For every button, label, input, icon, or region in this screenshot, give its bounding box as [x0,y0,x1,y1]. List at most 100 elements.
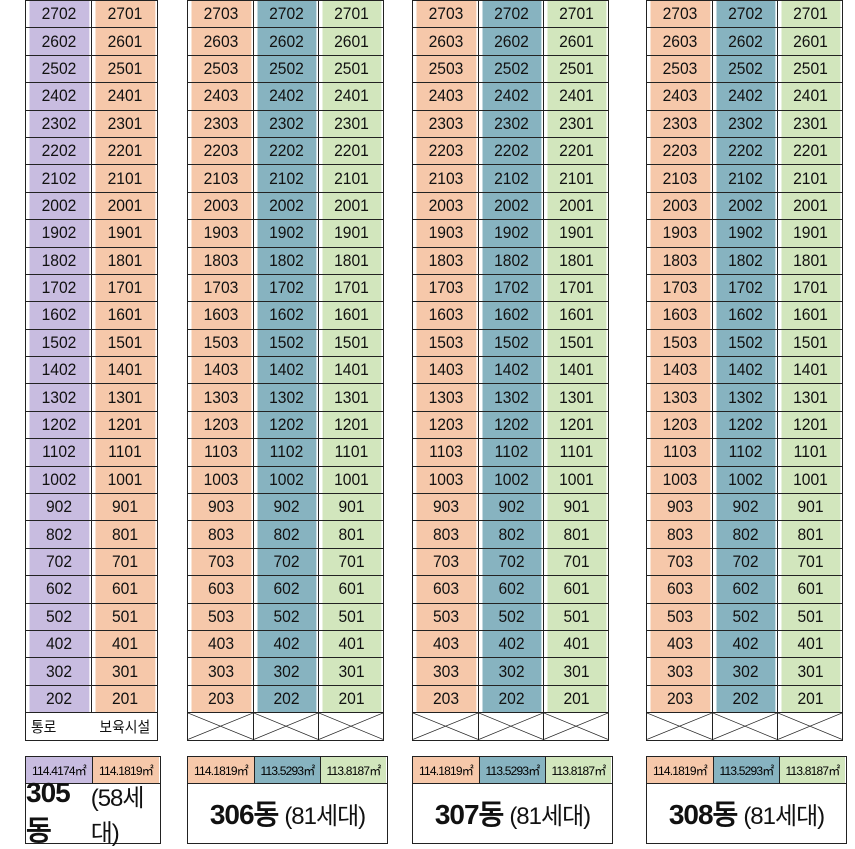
unit-cell: 2003 [414,191,477,221]
unit-area-label: 114.1819㎡ [188,757,255,783]
unit-cell: 302 [255,657,317,686]
unit-cell: 1602 [480,301,542,330]
building-306: 2703 2702 2701 2603 2602 2601 2503 2502 2501 2403… [187,0,384,741]
unit-cell: 203 [189,684,252,714]
unit-cell: 2302 [27,109,90,138]
floor-row: 2403 2402 2401 [413,82,609,111]
unit-cell: 1003 [189,465,252,495]
unit-cell: 803 [189,520,252,549]
unit-cell: 1102 [27,438,90,467]
piloti-cell [412,712,479,741]
unit-cell: 702 [714,547,776,577]
floor-row: 1203 1202 1201 [647,410,843,440]
household-count: (81세대) [284,802,366,830]
unit-cell: 1101 [545,438,607,467]
unit-cell: 1202 [480,410,542,440]
floor-row: 903 902 901 [188,493,384,522]
floor-row: 1403 1402 1401 [413,356,609,385]
floor-row: 402 401 [26,629,158,659]
unit-cell: 1201 [779,410,841,440]
floor-row: 2402 2401 [26,82,158,111]
floor-row: 1103 1102 1101 [188,438,384,467]
unit-cell: 401 [545,629,607,659]
unit-cell: 1703 [414,273,477,303]
unit-cell: 401 [320,629,382,659]
unit-cell: 2501 [93,54,156,84]
unit-cell: 702 [480,547,542,577]
unit-cell: 1401 [545,356,607,385]
floor-row: 2603 2602 2601 [413,27,609,56]
floor-row: 1503 1502 1501 [413,328,609,358]
unit-cell: 2601 [545,27,607,56]
unit-cell: 401 [93,629,156,659]
floor-row: 2303 2302 2301 [647,109,843,138]
unit-cell: 1902 [480,219,542,248]
unit-cell: 702 [27,547,90,577]
unit-cell: 503 [648,602,711,631]
unit-cell: 1503 [648,328,711,358]
unit-cell: 703 [189,547,252,577]
floor-row: 303 302 301 [413,657,609,686]
floor-row: 2202 2201 [26,136,158,166]
unit-cell: 803 [414,520,477,549]
unit-cell: 1701 [93,273,156,303]
floor-row: 2503 2502 2501 [413,54,609,84]
floor-row: 2103 2102 2101 [413,164,609,193]
unit-cell: 1902 [714,219,776,248]
unit-cell: 2302 [255,109,317,138]
floor-row: 2203 2202 2201 [413,136,609,166]
unit-cell: 1701 [779,273,841,303]
unit-cell: 402 [480,629,542,659]
floor-row: 2403 2402 2401 [188,82,384,111]
unit-cell: 1603 [648,301,711,330]
floor-row: 1703 1702 1701 [188,273,384,303]
building-number: 306동 [209,799,279,830]
unit-cell: 1301 [320,383,382,412]
unit-area-label: 113.8187㎡ [780,757,845,783]
floor-row: 503 502 501 [413,602,609,631]
unit-area-label: 114.4174㎡ [26,757,93,783]
unit-cell: 1102 [480,438,542,467]
floor-row: 1702 1701 [26,273,158,303]
unit-area-label: 113.8187㎡ [321,757,386,783]
unit-cell: 603 [648,575,711,604]
unit-cell: 701 [93,547,156,577]
unit-area-label: 113.5293㎡ [480,757,546,783]
piloti-cross-icon [479,713,543,740]
ground-floor-row [187,712,384,741]
floor-row: 1003 1002 1001 [647,465,843,495]
unit-cell: 1803 [648,246,711,275]
unit-cell: 2302 [480,109,542,138]
unit-cell: 2701 [779,0,841,29]
unit-cell: 702 [255,547,317,577]
floor-row: 1603 1602 1601 [413,301,609,330]
floor-row: 2003 2002 2001 [188,191,384,221]
unit-cell: 202 [480,684,542,714]
building-number: 308동 [668,799,738,830]
unit-cell: 902 [714,493,776,522]
floor-row: 1203 1202 1201 [413,410,609,440]
unit-cell: 2303 [648,109,711,138]
unit-cell: 802 [255,520,317,549]
floor-row: 603 602 601 [188,575,384,604]
unit-cell: 701 [320,547,382,577]
unit-cell: 1303 [648,383,711,412]
unit-cell: 603 [189,575,252,604]
floor-row: 1402 1401 [26,356,158,385]
unit-cell: 2102 [255,164,317,193]
floor-row: 1403 1402 1401 [188,356,384,385]
unit-cell: 2502 [480,54,542,84]
floor-row: 503 502 501 [647,602,843,631]
floor-row: 1003 1002 1001 [188,465,384,495]
unit-cell: 1601 [93,301,156,330]
unit-cell: 2402 [480,82,542,111]
unit-cell: 302 [27,657,90,686]
unit-cell: 2201 [93,136,156,166]
unit-cell: 801 [779,520,841,549]
floor-row: 1803 1802 1801 [413,246,609,275]
unit-cell: 1602 [714,301,776,330]
piloti-cross-icon [254,713,318,740]
unit-cell: 2202 [27,136,90,166]
unit-cell: 1802 [714,246,776,275]
unit-cell: 603 [414,575,477,604]
